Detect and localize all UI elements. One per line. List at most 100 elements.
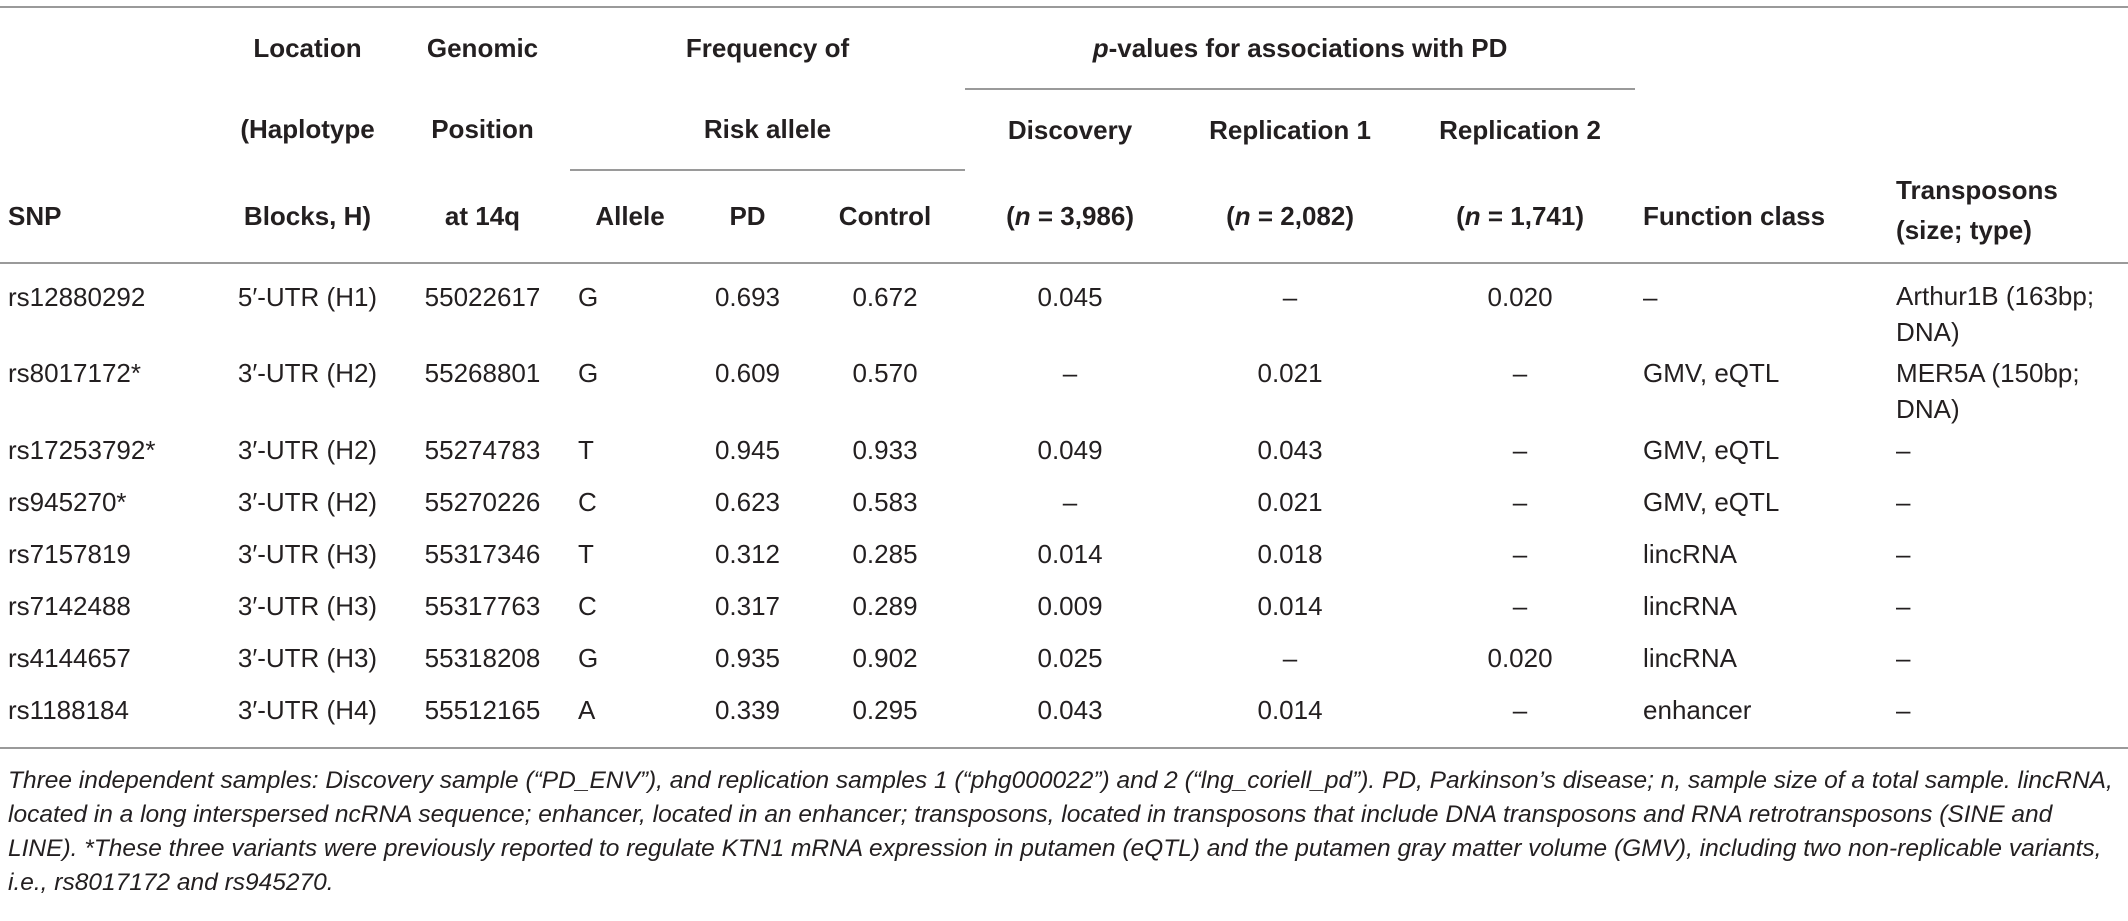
cell-discovery: 0.045: [1037, 282, 1103, 312]
cell-pd: 0.693: [714, 282, 781, 312]
cell-replication1: 0.043: [1257, 435, 1323, 465]
header-frequency-line1: Frequency of: [570, 6, 966, 89]
cell-position: 55022617: [424, 282, 541, 312]
cell-replication2: –: [1512, 358, 1528, 388]
cell-allele: C: [578, 591, 597, 621]
cell-allele: G: [578, 643, 599, 673]
table-row: rs12880292 5′-UTR (H1) 55022617 G 0.693 0.672…: [0, 263, 2128, 350]
cell-pd: 0.339: [690, 687, 805, 749]
cell-location: 3′-UTR (H2): [237, 358, 378, 388]
cell-replication1: 0.014: [1175, 687, 1406, 749]
cell-allele: A: [570, 687, 690, 749]
cell-discovery: –: [1062, 358, 1078, 388]
table-row: rs17253792* 3′-UTR (H2) 55274783 T 0.945 0.93…: [0, 427, 2128, 479]
cell-location: 3′-UTR (H3): [237, 643, 378, 673]
header-genomic-line1: Genomic: [395, 6, 570, 89]
table-row: rs7142488 3′-UTR (H3) 55317763 C 0.317 0.289 0…: [0, 583, 2128, 635]
header-replication1: Replication 1: [1209, 114, 1371, 145]
cell-position: 55512165: [395, 687, 570, 749]
table-body: rs12880292 5′-UTR (H1) 55022617 G 0.693 0.672…: [0, 263, 2128, 749]
header-pvalues-group: p-values for associations with PD: [965, 6, 1636, 90]
cell-snp: rs7142488: [8, 591, 131, 621]
header-allele: Allele: [570, 170, 690, 264]
cell-allele: T: [578, 435, 594, 465]
cell-replication1: 0.018: [1257, 539, 1323, 569]
cell-position: 55268801: [424, 358, 541, 388]
cell-position: 55317763: [424, 591, 541, 621]
header-replication2: Replication 2: [1439, 114, 1601, 145]
cell-position: 55318208: [424, 643, 541, 673]
cell-allele: G: [578, 282, 599, 312]
cell-control: 0.289: [852, 591, 918, 621]
cell-transposons: –: [1888, 687, 2128, 749]
cell-allele: C: [578, 487, 597, 517]
table-row: rs7157819 3′-UTR (H3) 55317346 T 0.312 0.285 0…: [0, 531, 2128, 583]
cell-replication2: –: [1512, 591, 1528, 621]
cell-location: 3′-UTR (H2): [237, 435, 378, 465]
cell-location: 3′-UTR (H3): [237, 539, 378, 569]
table-row: rs4144657 3′-UTR (H3) 55318208 G 0.935 0.902 0…: [0, 635, 2128, 687]
cell-discovery: 0.025: [1037, 643, 1103, 673]
header-discovery: Discovery: [1007, 114, 1133, 145]
cell-replication2: 0.020: [1487, 282, 1553, 312]
header-row-3: SNP Blocks, H) at 14q Allele PD Control …: [0, 170, 2128, 264]
header-function-class: Function class: [1635, 170, 1889, 264]
cell-function-class: GMV, eQTL: [1643, 435, 1780, 465]
header-pd: PD: [690, 170, 805, 264]
cell-discovery: 0.014: [1037, 539, 1103, 569]
cell-function-class: enhancer: [1635, 687, 1889, 749]
header-location-line3: Blocks, H): [220, 170, 395, 264]
header-control: Control: [805, 170, 966, 264]
cell-location: 3′-UTR (H3): [237, 591, 378, 621]
cell-snp: rs4144657: [8, 643, 131, 673]
cell-transposons: –: [1896, 539, 1911, 569]
cell-control: 0.570: [852, 358, 918, 388]
cell-position: 55317346: [424, 539, 541, 569]
cell-snp: rs7157819: [8, 539, 131, 569]
snp-association-table: Location Genomic Frequency of p-values f…: [0, 6, 2128, 749]
cell-replication2: 0.020: [1487, 643, 1553, 673]
cell-replication2: –: [1405, 687, 1636, 749]
cell-pd: 0.609: [714, 358, 781, 388]
header-discovery-n: (n = 3,986): [965, 170, 1176, 264]
cell-control: 0.933: [852, 435, 918, 465]
cell-snp: rs8017172*: [8, 358, 141, 388]
header-snp: SNP: [0, 170, 220, 264]
cell-discovery: –: [1062, 487, 1078, 517]
cell-discovery: 0.049: [1037, 435, 1103, 465]
cell-replication2: –: [1512, 435, 1528, 465]
cell-replication1: –: [1282, 282, 1298, 312]
cell-replication2: –: [1512, 539, 1528, 569]
cell-function-class: GMV, eQTL: [1643, 487, 1780, 517]
cell-pd: 0.935: [714, 643, 781, 673]
table-row: rs1188184 3′-UTR (H4) 55512165 A 0.339 0.295 0…: [0, 687, 2128, 749]
header-location-line1: Location: [220, 6, 395, 89]
table-row: rs8017172* 3′-UTR (H2) 55268801 G 0.609 0.570…: [0, 350, 2128, 427]
cell-location: 5′-UTR (H1): [237, 282, 378, 312]
cell-snp: rs945270*: [8, 487, 127, 517]
cell-replication2: –: [1512, 487, 1528, 517]
cell-replication1: –: [1282, 643, 1298, 673]
cell-transposons: –: [1896, 591, 1911, 621]
header-row-2: (Haplotype Position Risk allele Discover…: [0, 89, 2128, 171]
cell-control: 0.672: [852, 282, 918, 312]
cell-control: 0.295: [805, 687, 966, 749]
cell-function-class: GMV, eQTL: [1643, 358, 1780, 388]
cell-function-class: lincRNA: [1643, 539, 1737, 569]
cell-allele: G: [578, 358, 599, 388]
table-row: rs945270* 3′-UTR (H2) 55270226 C 0.623 0.583 –…: [0, 479, 2128, 531]
cell-transposons: Arthur1B (163bp; DNA): [1896, 281, 2095, 347]
cell-discovery: 0.009: [1037, 591, 1103, 621]
cell-transposons: –: [1896, 435, 1911, 465]
cell-location: 3′-UTR (H4): [220, 687, 395, 749]
cell-pd: 0.945: [714, 435, 781, 465]
cell-replication1: 0.021: [1257, 487, 1323, 517]
cell-transposons: –: [1896, 643, 1911, 673]
cell-location: 3′-UTR (H2): [237, 487, 378, 517]
cell-snp: rs1188184: [0, 687, 220, 749]
cell-function-class: lincRNA: [1643, 643, 1737, 673]
header-frequency-line2: Risk allele: [570, 89, 966, 171]
table-footnote: Three independent samples: Discovery sam…: [8, 767, 2113, 896]
cell-snp: rs12880292: [8, 282, 146, 312]
header-replication2-n: (n = 1,741): [1405, 170, 1636, 264]
